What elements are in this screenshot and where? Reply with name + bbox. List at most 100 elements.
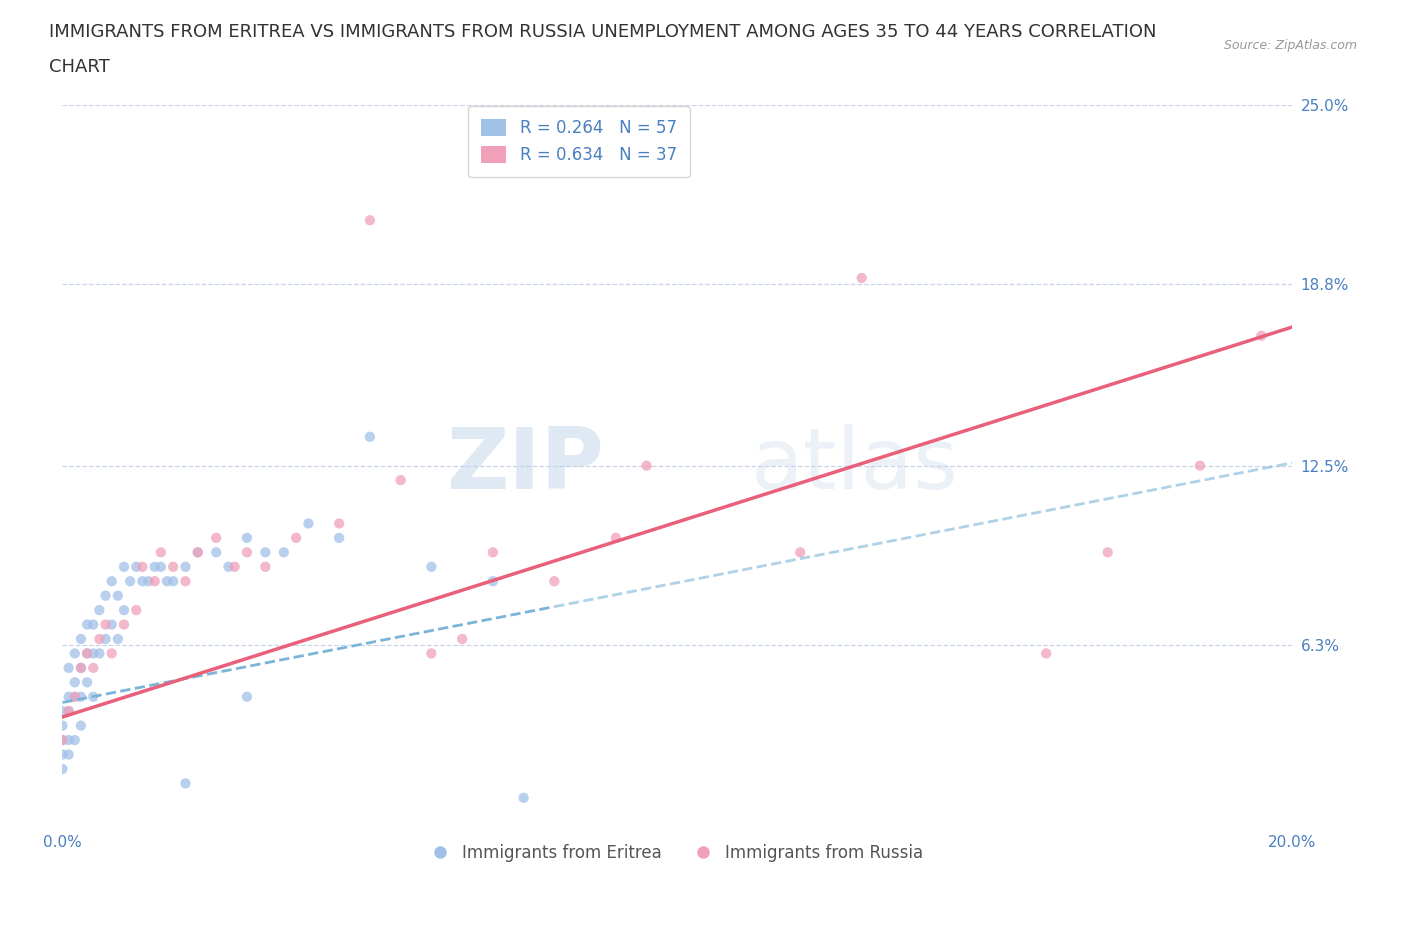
Point [70,718,93,733]
Point [51,704,73,719]
Point [482,574,505,589]
Point [389,472,412,487]
Point [76,618,98,632]
Point [70,631,93,646]
Point [76,675,98,690]
Point [174,559,197,574]
Point [205,545,228,560]
Point [107,631,129,646]
Point [107,588,129,603]
Point [187,545,209,560]
Point [131,574,153,589]
Point [100,618,122,632]
Point [131,559,153,574]
Legend: Immigrants from Eritrea, Immigrants from Russia: Immigrants from Eritrea, Immigrants from… [425,838,929,869]
Point [636,458,658,473]
Point [58,660,80,675]
Text: IMMIGRANTS FROM ERITREA VS IMMIGRANTS FROM RUSSIA UNEMPLOYMENT AMONG AGES 35 TO : IMMIGRANTS FROM ERITREA VS IMMIGRANTS FR… [49,23,1157,41]
Point [205,530,228,545]
Point [224,559,246,574]
Point [482,545,505,560]
Point [174,776,197,790]
Point [174,574,197,589]
Point [451,631,474,646]
Point [605,530,627,545]
Point [76,646,98,661]
Point [51,762,73,777]
Point [851,271,873,286]
Point [112,618,135,632]
Point [70,660,93,675]
Point [100,646,122,661]
Point [63,733,86,748]
Point [120,574,142,589]
Point [1035,646,1057,661]
Point [138,574,160,589]
Point [359,213,381,228]
Point [51,733,73,748]
Point [143,559,166,574]
Point [125,603,148,618]
Point [789,545,811,560]
Point [143,574,166,589]
Point [89,646,111,661]
Point [218,559,240,574]
Point [420,559,443,574]
Point [89,631,111,646]
Point [82,618,104,632]
Point [156,574,179,589]
Text: atlas: atlas [751,424,959,507]
Point [187,545,209,560]
Point [82,689,104,704]
Point [63,675,86,690]
Point [51,718,73,733]
Point [63,689,86,704]
Point [254,545,277,560]
Point [254,559,277,574]
Point [420,646,443,661]
Point [58,704,80,719]
Point [236,689,259,704]
Point [89,603,111,618]
Point [149,545,172,560]
Point [58,747,80,762]
Point [58,733,80,748]
Point [1097,545,1119,560]
Point [94,631,117,646]
Point [149,559,172,574]
Point [359,430,381,445]
Point [273,545,295,560]
Point [285,530,308,545]
Point [51,747,73,762]
Text: CHART: CHART [49,58,110,75]
Point [58,704,80,719]
Point [162,559,184,574]
Point [1188,458,1211,473]
Point [51,733,73,748]
Point [162,574,184,589]
Point [112,559,135,574]
Point [63,646,86,661]
Point [70,689,93,704]
Point [58,689,80,704]
Point [63,689,86,704]
Point [125,559,148,574]
Text: Source: ZipAtlas.com: Source: ZipAtlas.com [1223,39,1357,52]
Point [236,545,259,560]
Point [94,618,117,632]
Point [512,790,534,805]
Point [82,646,104,661]
Point [82,660,104,675]
Point [328,530,350,545]
Point [76,646,98,661]
Point [112,603,135,618]
Point [70,660,93,675]
Text: ZIP: ZIP [446,424,603,507]
Point [1250,328,1272,343]
Point [328,516,350,531]
Point [100,574,122,589]
Point [543,574,565,589]
Point [297,516,319,531]
Point [94,588,117,603]
Point [236,530,259,545]
